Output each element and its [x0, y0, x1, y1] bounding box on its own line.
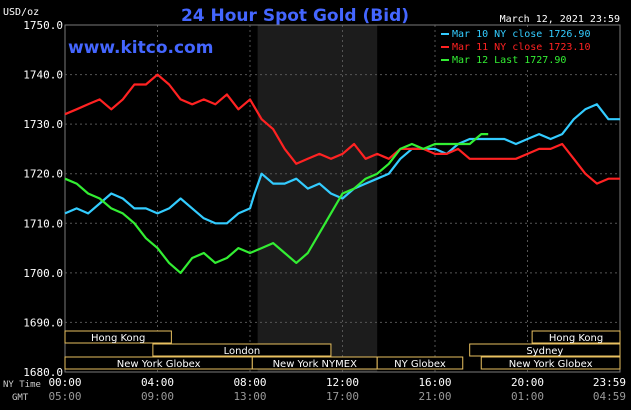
session-bar	[64, 330, 172, 344]
x-tick-label-gmt: 21:00	[418, 390, 451, 403]
x-tick-label-ny: 23:59	[593, 376, 626, 389]
session-label: London	[224, 346, 261, 357]
session-label: Hong Kong	[91, 333, 145, 344]
legend: Mar 10 NY close 1726.90 Mar 11 NY close 1…	[441, 29, 590, 66]
watermark: www.kitco.com	[68, 38, 213, 58]
session-bar	[531, 330, 621, 344]
x-row-label-gmt: GMT	[12, 393, 29, 403]
legend-entry: Mar 11 NY close 1723.10	[452, 42, 590, 53]
session-label: Sydney	[526, 346, 563, 357]
x-tick-label-gmt: 04:59	[593, 390, 626, 403]
y-tick-label: 1680.0	[23, 366, 63, 379]
x-tick-label-gmt: 17:00	[326, 390, 359, 403]
x-tick-label-gmt: 09:00	[141, 390, 174, 403]
x-tick-label-ny: 12:00	[326, 376, 359, 389]
x-tick-label-gmt: 05:00	[48, 390, 81, 403]
x-tick-label-ny: 16:00	[418, 376, 451, 389]
session-label: Hong Kong	[549, 333, 603, 344]
legend-box	[438, 27, 618, 67]
y-tick-label: 1730.0	[23, 118, 63, 131]
legend-entry: Mar 12 Last 1727.90	[452, 55, 566, 66]
legend-entry: Mar 10 NY close 1726.90	[452, 29, 590, 40]
series-line	[64, 103, 620, 225]
session-bars: Hong Kong Hong Kong London Sydney New York G…	[64, 330, 621, 370]
x-tick-label-ny: 08:00	[233, 376, 266, 389]
x-tick-label-gmt: 01:00	[511, 390, 544, 403]
session-bar	[152, 343, 332, 357]
x-tick-label-ny: 04:00	[141, 376, 174, 389]
session-bar	[376, 356, 464, 370]
session-label: New York Globex	[509, 359, 593, 370]
x-row-label-ny: NY Time	[3, 380, 41, 390]
y-tick-label: 1720.0	[23, 168, 63, 181]
session-bar	[469, 343, 621, 357]
chart-date: March 12, 2021 23:59	[500, 14, 620, 25]
series-line	[64, 133, 489, 274]
session-label: New York NYMEX	[273, 359, 358, 370]
y-tick-label: 1700.0	[23, 267, 63, 280]
x-tick-label-ny: 20:00	[511, 376, 544, 389]
x-tick-label-ny: 00:00	[48, 376, 81, 389]
y-tick-labels: 1750.0 1740.0 1730.0 1720.0 1710.0 1700.0 1690…	[23, 19, 63, 379]
plot-border	[64, 24, 621, 373]
y-tick-label: 1710.0	[23, 217, 63, 230]
series-line	[64, 73, 620, 185]
session-label: NY Globex	[394, 359, 446, 370]
chart-title: 24 Hour Spot Gold (Bid)	[181, 6, 409, 26]
y-tick-label: 1740.0	[23, 69, 63, 82]
y-tick-label: 1690.0	[23, 316, 63, 329]
series-lines	[64, 73, 620, 274]
session-label: New York Globex	[117, 359, 201, 370]
y-unit-label: USD/oz	[3, 7, 39, 18]
nymex-shaded-region	[257, 25, 378, 372]
y-tick-label: 1750.0	[23, 19, 63, 32]
session-bar	[480, 356, 621, 370]
x-tick-label-gmt: 13:00	[233, 390, 266, 403]
